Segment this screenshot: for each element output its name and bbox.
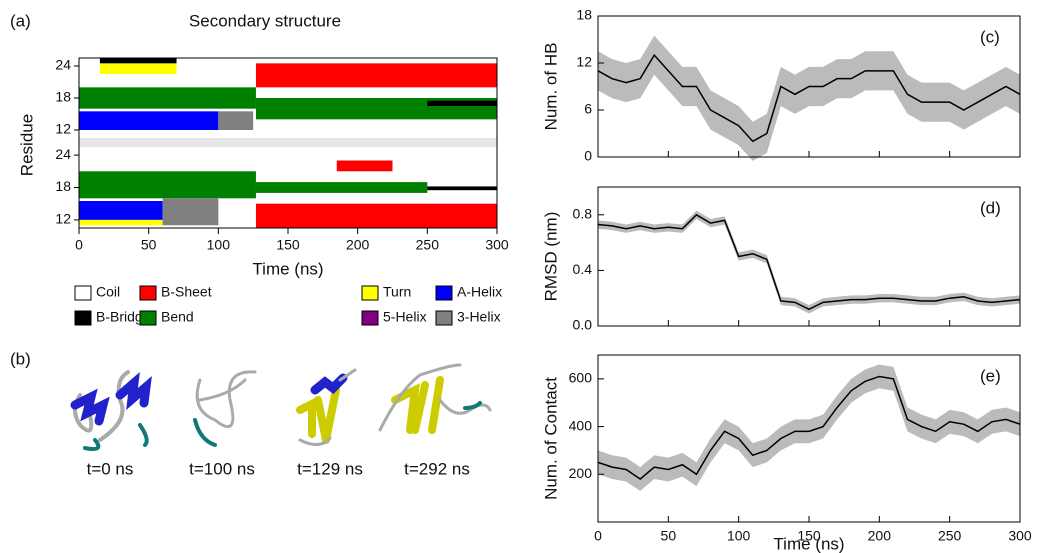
y-tick-label: 6 [584,101,592,117]
legend-label: B-Sheet [161,284,212,300]
y-tick-label: 400 [569,417,593,433]
y-tick-label: 0.4 [573,261,593,277]
y-tick-label: 24 [55,146,71,162]
legend-label: A-Helix [457,284,502,300]
panel-label: (d) [980,198,1001,217]
structure-segment [255,63,497,88]
x-tick-label: 100 [727,528,751,544]
y-tick-label: 12 [55,121,71,137]
x-tick-label: 150 [797,528,821,544]
x-tick-label: 250 [938,528,962,544]
y-tick-label: 18 [55,89,71,105]
x-axis-label: Time (ns) [773,534,844,553]
structure-segment [79,87,256,109]
y-axis-label: RMSD (nm) [541,212,560,302]
x-tick-label: 300 [485,237,509,253]
y-axis-label: Num. of HB [541,43,560,131]
structure-segment [79,219,163,226]
y-tick-label: 18 [55,178,71,194]
y-tick-label: 0.8 [573,206,593,222]
error-band [598,210,1020,314]
data-line [597,53,1021,143]
structure-segment [427,100,497,106]
structure-segment [99,58,177,64]
structure-segment [99,63,177,74]
structure-segment [336,160,393,172]
x-tick-label: 150 [276,237,300,253]
legend-swatch [74,285,92,301]
panel-label: (a) [10,11,31,30]
snapshot-caption: t=129 ns [297,459,363,478]
panel-label: (b) [10,349,31,368]
panel-label: (c) [980,27,1000,46]
structure-segment [427,186,497,191]
panel-label: (e) [980,366,1001,385]
structure-segment [79,171,256,199]
y-axis-label: Num. of Contact [541,377,560,500]
error-band [598,35,1020,161]
x-tick-label: 100 [207,237,231,253]
y-tick-label: 0.0 [573,317,593,333]
legend-label: Turn [383,284,411,300]
snapshot-caption: t=292 ns [404,459,470,478]
y-tick-label: 12 [576,54,592,70]
x-tick-label: 200 [868,528,892,544]
snapshot-drawings [70,363,492,451]
x-tick-label: 50 [141,237,157,253]
legend-label: Bend [161,309,194,325]
legend-label: 5-Helix [383,309,427,325]
legend-swatch [139,285,157,301]
legend-label: 3-Helix [457,309,501,325]
structure-segment [162,198,219,226]
separator [79,138,497,147]
structure-segment [255,203,497,228]
x-tick-label: 300 [1008,528,1032,544]
legend-swatch [361,310,379,326]
legend-label: B-Bridge [96,309,151,325]
y-tick-label: 200 [569,465,593,481]
x-axis-label: Time (ns) [252,259,323,278]
y-tick-label: 0 [584,148,592,164]
data-line [597,375,1021,480]
legend-label: Coil [96,284,120,300]
y-tick-label: 12 [55,211,71,227]
snapshot-caption: t=0 ns [87,459,134,478]
y-tick-label: 600 [569,370,593,386]
x-tick-label: 50 [661,528,677,544]
snapshot-caption: t=100 ns [189,459,255,478]
structure-segment [218,111,254,130]
data-line [597,213,1021,311]
x-tick-label: 250 [416,237,440,253]
legend-swatch [74,310,92,326]
legend-swatch [435,310,453,326]
error-band [598,364,1020,491]
x-tick-label: 0 [594,528,602,544]
y-tick-label: 24 [55,57,71,73]
structure-segment [255,182,428,193]
chart-title: Secondary structure [189,11,341,30]
legend-swatch [435,285,453,301]
y-tick-label: 18 [576,7,592,23]
x-tick-label: 0 [75,237,83,253]
structure-segment [79,111,219,130]
structure-segment [79,201,163,220]
legend-swatch [361,285,379,301]
x-tick-label: 200 [346,237,370,253]
y-axis-label: Residue [17,114,36,176]
legend-swatch [139,310,157,326]
